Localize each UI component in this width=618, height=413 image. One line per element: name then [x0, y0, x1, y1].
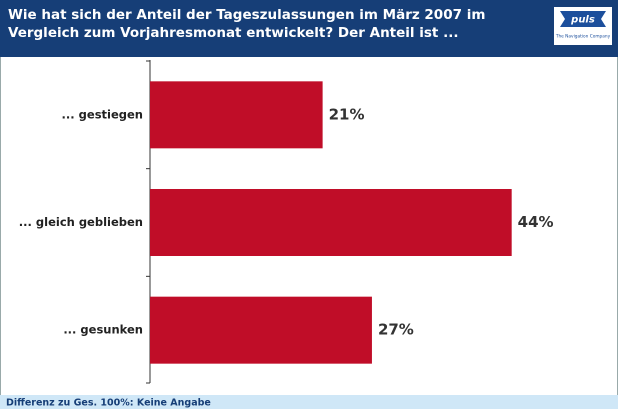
- bar: [150, 81, 323, 149]
- chart-title: Wie hat sich der Anteil der Tageszulassu…: [8, 7, 486, 41]
- logo-name: puls: [570, 15, 595, 26]
- value-label: 27%: [378, 321, 414, 339]
- value-label: 44%: [518, 213, 554, 231]
- title-box: Wie hat sich der Anteil der Tageszulassu…: [8, 7, 486, 41]
- logo-shape: [560, 11, 606, 27]
- value-label: 21%: [329, 105, 365, 123]
- header: [0, 0, 618, 57]
- footer: [0, 395, 618, 409]
- logo-tagline: The Navigation Company: [555, 34, 611, 40]
- bar: [150, 296, 372, 364]
- footnote: Differenz zu Ges. 100%: Keine Angabe: [6, 398, 211, 409]
- category-label: ... gleich geblieben: [19, 215, 143, 229]
- category-label: ... gestiegen: [62, 107, 143, 121]
- category-label: ... gesunken: [63, 323, 143, 337]
- bar: [150, 189, 512, 256]
